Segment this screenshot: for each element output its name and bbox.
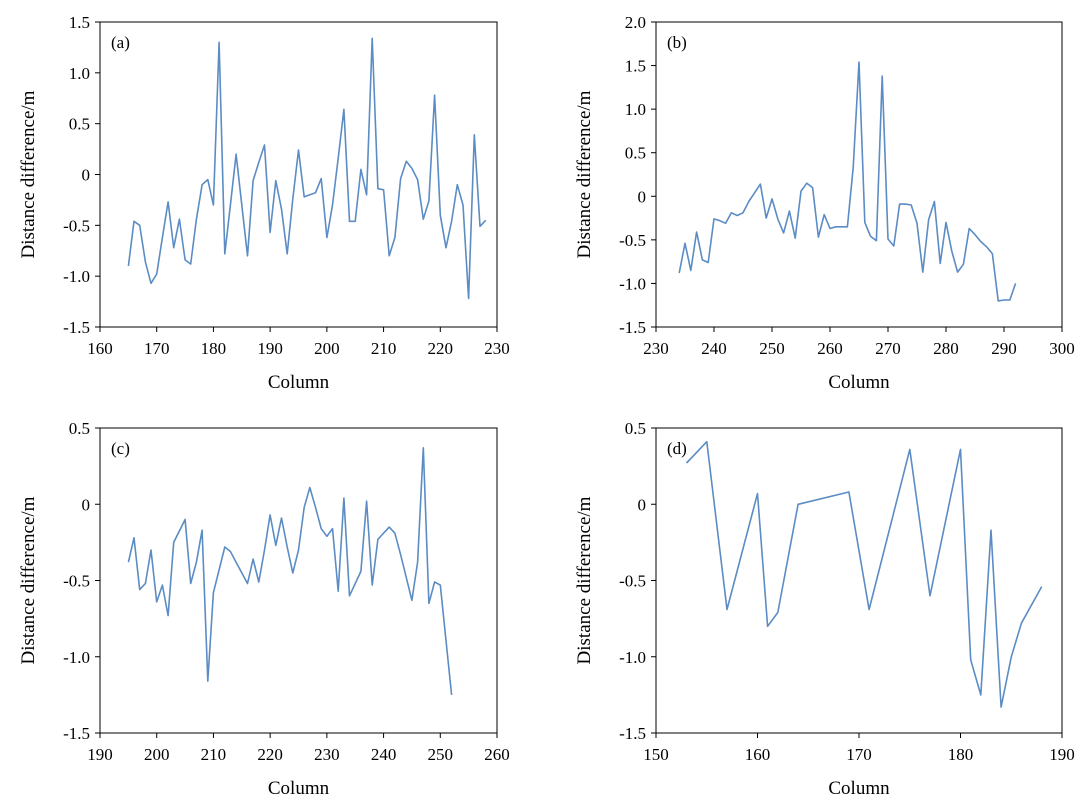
x-axis-label: Column bbox=[828, 372, 890, 393]
x-tick-label: 260 bbox=[817, 339, 843, 358]
x-tick-label: 190 bbox=[87, 745, 113, 764]
x-tick-label: 180 bbox=[948, 745, 974, 764]
series-line-c bbox=[127, 446, 453, 695]
x-tick-label: 200 bbox=[314, 339, 340, 358]
y-axis-label: Distance difference/m bbox=[574, 90, 595, 258]
y-tick-label: 0.5 bbox=[625, 419, 646, 438]
panel-label-c: (c) bbox=[111, 439, 130, 458]
y-tick-label: 1.5 bbox=[69, 13, 90, 32]
y-tick-label: -0.5 bbox=[63, 216, 90, 235]
y-tick-label: -1.5 bbox=[619, 318, 646, 337]
plot-frame-d bbox=[655, 427, 1063, 734]
x-tick-label: 220 bbox=[257, 745, 283, 764]
chart-panel-a: 160 170 180 190 200 210 220 230 1.5 1.0 0.5 0 -0.5 -1… bbox=[18, 13, 510, 393]
y-tick-label: 0 bbox=[82, 166, 91, 185]
x-tick-label: 200 bbox=[144, 745, 170, 764]
x-tick-label: 220 bbox=[428, 339, 454, 358]
x-tick-label: 170 bbox=[846, 745, 872, 764]
y-tick-label: -1.5 bbox=[63, 318, 90, 337]
panel-label-d: (d) bbox=[667, 439, 687, 458]
x-tick-label: 240 bbox=[371, 745, 397, 764]
x-tick-label: 230 bbox=[314, 745, 340, 764]
x-tick-label: 210 bbox=[371, 339, 397, 358]
y-tick-label: 0 bbox=[638, 187, 647, 206]
series-line-d bbox=[685, 440, 1043, 708]
x-axis-label: Column bbox=[828, 778, 890, 798]
panel-label-b: (b) bbox=[667, 33, 687, 52]
series-line-b bbox=[678, 61, 1017, 302]
x-tick-label: 250 bbox=[428, 745, 454, 764]
x-tick-label: 170 bbox=[144, 339, 170, 358]
x-tick-label: 270 bbox=[875, 339, 901, 358]
x-tick-label: 160 bbox=[745, 745, 771, 764]
x-tick-label: 190 bbox=[1049, 745, 1075, 764]
y-tick-label: -1.0 bbox=[63, 648, 90, 667]
x-tick-label: 210 bbox=[201, 745, 227, 764]
x-tick-label: 180 bbox=[201, 339, 227, 358]
y-tick-label: 2.0 bbox=[625, 13, 646, 32]
plot-frame-a bbox=[99, 21, 498, 328]
y-tick-label: -1.5 bbox=[63, 724, 90, 743]
x-tick-label: 260 bbox=[484, 745, 510, 764]
x-tick-label: 280 bbox=[933, 339, 959, 358]
y-tick-label: -1.5 bbox=[619, 724, 646, 743]
x-tick-label: 300 bbox=[1049, 339, 1075, 358]
x-tick-label: 230 bbox=[484, 339, 510, 358]
y-tick-label: 0.5 bbox=[625, 144, 646, 163]
chart-panel-b: 230 240 250 260 270 280 290 300 2.0 1.5 1.0 0.5 0 -0.… bbox=[574, 13, 1075, 393]
y-tick-label: 0 bbox=[638, 495, 647, 514]
panel-label-a: (a) bbox=[111, 33, 130, 52]
plot-frame-b bbox=[655, 21, 1063, 328]
y-axis-label: Distance difference/m bbox=[18, 90, 39, 258]
y-axis-label: Distance difference/m bbox=[18, 496, 39, 664]
y-tick-label: -0.5 bbox=[619, 231, 646, 250]
y-tick-label: -0.5 bbox=[63, 572, 90, 591]
y-tick-label: -0.5 bbox=[619, 572, 646, 591]
x-tick-label: 290 bbox=[991, 339, 1017, 358]
y-tick-label: 1.0 bbox=[69, 64, 90, 83]
y-tick-label: 0.5 bbox=[69, 115, 90, 134]
y-tick-label: 0.5 bbox=[69, 419, 90, 438]
x-tick-label: 150 bbox=[643, 745, 669, 764]
chart-panel-d: 150 160 170 180 190 0.5 0 -0.5 -1.0 -1.5 (d) Column… bbox=[574, 419, 1075, 798]
y-tick-label: -1.0 bbox=[619, 648, 646, 667]
x-tick-label: 160 bbox=[87, 339, 113, 358]
x-tick-label: 190 bbox=[257, 339, 283, 358]
plot-frame-c bbox=[99, 427, 498, 734]
series-line-a bbox=[127, 37, 487, 300]
y-tick-label: 0 bbox=[82, 495, 91, 514]
x-axis-label: Column bbox=[268, 778, 330, 798]
y-tick-label: 1.0 bbox=[625, 100, 646, 119]
y-axis-label: Distance difference/m bbox=[574, 496, 595, 664]
x-tick-label: 250 bbox=[759, 339, 785, 358]
x-tick-label: 230 bbox=[643, 339, 669, 358]
y-tick-label: 1.5 bbox=[625, 57, 646, 76]
y-tick-label: -1.0 bbox=[63, 267, 90, 286]
x-tick-label: 240 bbox=[701, 339, 727, 358]
y-tick-label: -1.0 bbox=[619, 274, 646, 293]
x-axis-label: Column bbox=[268, 372, 330, 393]
chart-panel-c: 190 200 210 220 230 240 250 260 0.5 0 -0.5 -1.0 -1.5… bbox=[18, 419, 510, 798]
